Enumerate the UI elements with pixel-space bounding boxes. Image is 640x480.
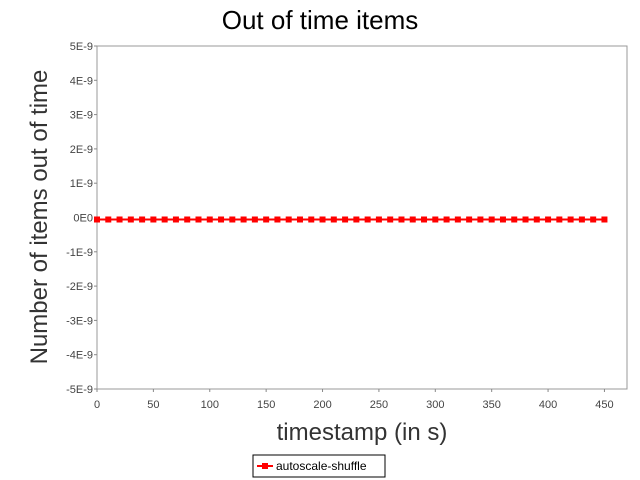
x-tick-label: 350 bbox=[483, 399, 501, 411]
y-tick-label: 1E-9 bbox=[70, 178, 93, 190]
data-point bbox=[342, 216, 349, 223]
y-tick-label: -4E-9 bbox=[66, 350, 93, 362]
x-tick-label: 250 bbox=[370, 399, 388, 411]
chart-title: Out of time items bbox=[222, 5, 419, 35]
data-point bbox=[308, 216, 315, 223]
data-point bbox=[319, 216, 326, 223]
y-tick-label: -3E-9 bbox=[66, 315, 93, 327]
x-tick-label: 100 bbox=[201, 399, 219, 411]
data-point bbox=[533, 216, 540, 223]
x-tick-label: 200 bbox=[313, 399, 331, 411]
data-point bbox=[274, 216, 281, 223]
data-point bbox=[94, 216, 100, 223]
series-layer bbox=[94, 216, 608, 223]
data-point bbox=[330, 216, 337, 223]
data-point bbox=[105, 216, 112, 223]
data-point bbox=[206, 216, 213, 223]
legend-series-label: autoscale-shuffle bbox=[276, 459, 367, 473]
legend-series-marker bbox=[262, 463, 268, 469]
data-point bbox=[375, 216, 382, 223]
y-tick-label: -5E-9 bbox=[66, 384, 93, 396]
data-point bbox=[578, 216, 585, 223]
data-point bbox=[601, 216, 608, 223]
x-tick-label: 50 bbox=[147, 399, 159, 411]
y-tick-label: -1E-9 bbox=[66, 247, 93, 259]
data-point bbox=[195, 216, 202, 223]
data-point bbox=[488, 216, 495, 223]
data-point bbox=[229, 216, 236, 223]
data-point bbox=[116, 216, 123, 223]
data-point bbox=[263, 216, 270, 223]
y-axis: 5E-9 4E-9 3E-9 2E-9 1E-9 0E0 -1E-9 -2E-9 -3E-9 -4… bbox=[66, 41, 97, 396]
data-point bbox=[466, 216, 473, 223]
data-point bbox=[387, 216, 394, 223]
x-tick-label: 150 bbox=[257, 399, 275, 411]
data-point bbox=[421, 216, 428, 223]
data-point bbox=[353, 216, 360, 223]
legend-box bbox=[252, 454, 386, 478]
data-point bbox=[150, 216, 157, 223]
y-tick-label: 3E-9 bbox=[70, 110, 93, 122]
data-point bbox=[184, 216, 191, 223]
data-point bbox=[590, 216, 597, 223]
x-axis: 0 50 100 150 200 250 300 350 400 450 bbox=[94, 389, 614, 411]
data-point bbox=[522, 216, 529, 223]
x-tick-label: 0 bbox=[94, 399, 100, 411]
data-point bbox=[477, 216, 484, 223]
y-tick-label: 2E-9 bbox=[70, 144, 93, 156]
data-point bbox=[218, 216, 225, 223]
data-point bbox=[443, 216, 450, 223]
data-point bbox=[409, 216, 416, 223]
data-point bbox=[545, 216, 552, 223]
y-tick-label: 5E-9 bbox=[70, 41, 93, 53]
x-tick-label: 400 bbox=[539, 399, 557, 411]
data-point bbox=[127, 216, 134, 223]
x-tick-label: 450 bbox=[595, 399, 613, 411]
data-point bbox=[139, 216, 146, 223]
data-point bbox=[454, 216, 461, 223]
data-point bbox=[432, 216, 439, 223]
data-point bbox=[499, 216, 506, 223]
x-axis-title: timestamp (in s) bbox=[277, 419, 448, 446]
data-point bbox=[240, 216, 247, 223]
x-tick-label: 300 bbox=[426, 399, 444, 411]
data-point bbox=[285, 216, 292, 223]
data-point bbox=[161, 216, 168, 223]
data-point bbox=[567, 216, 574, 223]
y-tick-label: 4E-9 bbox=[70, 75, 93, 87]
data-point bbox=[296, 216, 303, 223]
data-point bbox=[364, 216, 371, 223]
legend: autoscale-shuffle bbox=[252, 454, 386, 478]
y-axis-title: Number of items out of time bbox=[26, 70, 53, 365]
y-tick-label: 0E0 bbox=[73, 213, 93, 225]
data-point bbox=[172, 216, 179, 223]
data-point bbox=[556, 216, 563, 223]
data-point bbox=[511, 216, 518, 223]
y-tick-label: -2E-9 bbox=[66, 281, 93, 293]
data-point bbox=[398, 216, 405, 223]
data-point bbox=[251, 216, 258, 223]
